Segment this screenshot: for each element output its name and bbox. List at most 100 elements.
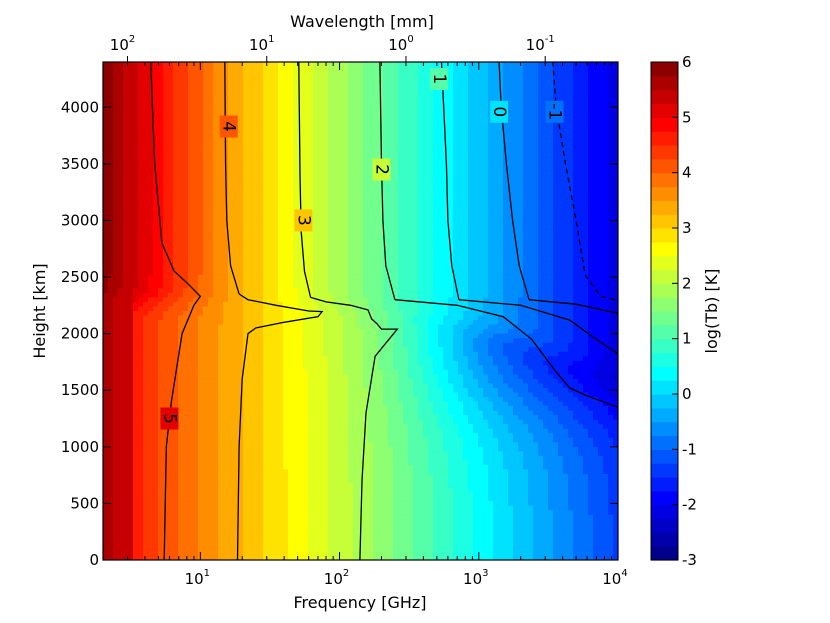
field-cell [328,152,334,158]
field-cell [493,247,499,253]
field-cell [153,75,159,81]
field-cell [338,120,344,126]
field-cell [188,102,194,108]
field-cell [188,265,194,271]
field-cell [203,125,209,131]
field-cell [613,184,618,190]
field-cell [208,75,214,81]
field-cell [353,175,359,181]
field-cell [373,80,379,86]
field-cell [348,175,354,181]
field-cell [593,175,599,181]
field-cell [533,229,539,235]
field-cell [148,161,154,167]
field-cell [468,129,474,136]
field-cell [143,107,149,113]
field-cell [483,62,489,68]
field-cell [288,279,294,285]
field-cell [428,152,434,158]
field-cell [178,179,184,185]
field-cell [343,93,349,99]
field-cell [218,148,224,154]
field-cell [143,265,149,271]
field-cell [228,224,234,231]
field-cell [108,71,114,77]
field-cell [498,202,504,208]
field-cell [258,279,264,285]
field-cell [153,148,159,154]
field-cell [358,107,364,113]
field-cell [398,234,404,240]
field-cell [298,166,304,172]
field-cell [393,157,399,163]
field-cell [568,238,574,244]
field-cell [188,229,194,235]
field-cell [548,261,554,267]
field-cell [353,75,359,81]
field-cell [123,170,129,176]
field-cell [418,274,424,280]
field-cell [603,75,609,81]
field-cell [448,202,454,208]
field-cell [403,261,409,267]
field-cell [428,197,434,203]
field-cell [373,197,379,203]
field-cell [328,202,334,208]
field-cell [528,270,534,276]
field-cell [443,220,449,226]
field-cell [598,215,604,222]
field-cell [518,220,524,226]
field-cell [308,170,314,176]
field-cell [378,197,384,203]
field-cell [168,170,174,176]
field-cell [218,66,224,72]
field-cell [293,125,299,131]
field-cell [538,188,544,194]
field-cell [568,224,574,231]
field-cell [533,224,539,231]
field-cell [603,243,609,249]
field-cell [123,188,129,194]
field-cell [613,75,618,81]
field-cell [438,243,444,249]
field-cell [598,252,604,258]
field-cell [453,71,459,77]
field-cell [273,224,279,231]
field-cell [343,138,349,145]
field-cell [433,161,439,167]
field-cell [513,111,519,117]
field-cell [478,166,484,172]
field-cell [333,80,339,86]
field-cell [463,265,469,271]
field-cell [478,89,484,95]
field-cell [488,261,494,267]
field-cell [423,206,429,212]
field-cell [363,234,369,240]
field-cell [163,98,169,104]
field-cell [558,161,564,167]
field-cell [478,197,484,203]
field-cell [193,80,199,86]
field-cell [598,116,604,122]
field-cell [528,211,534,217]
field-cell [408,148,414,154]
field-cell [478,238,484,244]
field-cell [423,270,429,276]
field-cell [428,193,434,199]
field-cell [498,80,504,86]
field-cell [298,62,304,68]
field-cell [268,125,274,131]
field-cell [463,238,469,244]
field-cell [568,188,574,194]
field-cell [538,148,544,154]
field-cell [333,211,339,217]
field-cell [148,224,154,231]
field-cell [518,84,524,90]
field-cell [193,202,199,208]
field-cell [368,93,374,99]
field-cell [393,243,399,249]
field-cell [398,75,404,81]
field-cell [273,148,279,154]
field-cell [348,71,354,77]
field-cell [208,71,214,77]
